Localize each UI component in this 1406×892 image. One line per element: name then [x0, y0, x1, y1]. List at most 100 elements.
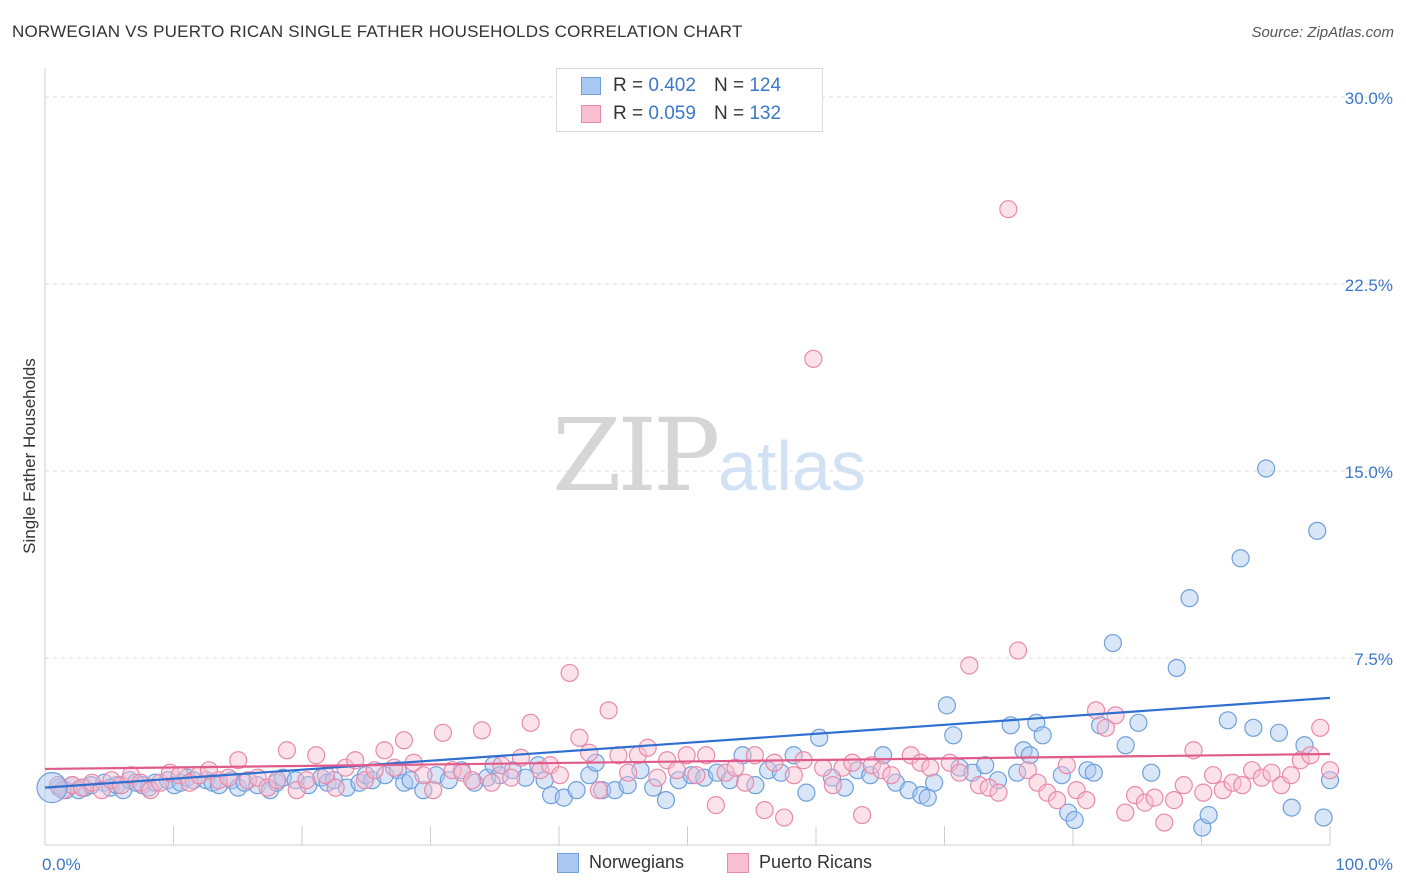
puerto-rican-trend-line: [44, 752, 1331, 771]
puerto-rican-point: [1213, 781, 1232, 800]
y-tick-label: 30.0%: [1345, 89, 1393, 108]
puerto-rican-point: [463, 771, 482, 790]
puerto-rican-point: [229, 751, 248, 770]
puerto-rican-point: [73, 778, 92, 797]
puerto-rican-point: [297, 771, 316, 790]
puerto-rican-point: [745, 746, 764, 765]
puerto-rican-point: [277, 741, 297, 760]
puerto-rican-point: [1008, 641, 1028, 660]
puerto-rican-point: [550, 766, 570, 785]
norwegian-point: [1103, 633, 1123, 653]
legend-n-value: 132: [749, 103, 782, 124]
puerto-rican-point: [326, 778, 345, 797]
series-swatch-norwegians: [557, 852, 579, 873]
puerto-rican-point: [872, 761, 891, 780]
puerto-rican-point: [1174, 776, 1193, 795]
norwegian-point: [1142, 763, 1161, 782]
norwegian-point: [644, 778, 663, 797]
legend-swatch-norwegians: [581, 77, 601, 95]
norwegian-point: [1020, 746, 1040, 765]
legend-row-puerto-ricans: R = 0.059 N = 132: [581, 102, 781, 126]
puerto-rican-point: [131, 773, 150, 792]
puerto-rican-point: [219, 768, 238, 787]
legend-n-label: N =: [713, 103, 745, 124]
norwegian-point: [1065, 810, 1084, 830]
puerto-rican-point: [813, 758, 833, 777]
chart-title: NORWEGIAN VS PUERTO RICAN SINGLE FATHER …: [12, 22, 743, 41]
data-points: [36, 200, 1340, 837]
puerto-rican-point: [775, 808, 794, 827]
norwegian-point: [516, 768, 535, 787]
norwegian-point: [1282, 798, 1301, 817]
puerto-rican-point: [589, 781, 608, 800]
puerto-rican-point: [1233, 776, 1252, 795]
series-legend-puerto-ricans: Puerto Ricans: [727, 852, 872, 873]
puerto-rican-point: [1077, 791, 1096, 810]
norwegian-trend-line: [44, 696, 1331, 789]
puerto-rican-point: [1281, 766, 1301, 785]
legend-r-value: 0.402: [648, 75, 696, 96]
puerto-rican-point: [960, 656, 979, 675]
puerto-rican-point: [560, 663, 579, 683]
puerto-rican-point: [1155, 813, 1174, 832]
norwegian-point: [835, 778, 854, 797]
norwegian-point: [797, 783, 816, 802]
y-tick-label: 7.5%: [1354, 650, 1393, 669]
norwegian-point: [810, 728, 829, 747]
puerto-rican-point: [531, 761, 550, 780]
puerto-rican-point: [648, 768, 667, 787]
puerto-rican-point: [82, 773, 102, 792]
puerto-rican-point: [258, 778, 277, 797]
norwegian-point: [260, 781, 280, 800]
puerto-rican-point: [1047, 791, 1067, 810]
norwegian-point: [976, 756, 995, 775]
norwegian-point: [1084, 763, 1103, 782]
y-tick-label: 22.5%: [1345, 276, 1393, 295]
tick-labels: 7.5% 15.0% 22.5% 30.0% 0.0% 100.0%: [42, 89, 1393, 874]
puerto-rican-point: [989, 783, 1008, 802]
puerto-rican-point: [599, 701, 618, 720]
puerto-rican-point: [1145, 788, 1164, 807]
puerto-rican-point: [921, 758, 940, 777]
puerto-rican-point: [882, 766, 901, 785]
puerto-rican-point: [1311, 718, 1330, 737]
norwegian-point: [937, 696, 957, 715]
norwegian-point: [1180, 589, 1199, 608]
puerto-rican-point: [999, 200, 1018, 219]
puerto-rican-point: [502, 768, 521, 787]
x-tick-label: 100.0%: [1335, 855, 1393, 874]
puerto-rican-point: [141, 781, 160, 800]
puerto-rican-point: [1252, 768, 1271, 787]
puerto-rican-point: [697, 746, 716, 765]
series-label-norwegians: Norwegians: [589, 852, 685, 872]
puerto-rican-point: [1291, 751, 1310, 770]
puerto-rican-point: [736, 773, 755, 792]
puerto-rican-point: [1164, 791, 1184, 810]
norwegian-point: [656, 791, 676, 810]
y-axis-label: Single Father Households: [20, 358, 39, 554]
norwegian-point: [1314, 808, 1333, 827]
puerto-rican-point: [784, 766, 803, 785]
puerto-rican-point: [102, 771, 121, 790]
puerto-rican-point: [121, 766, 141, 785]
puerto-rican-point: [414, 766, 433, 785]
puerto-rican-point: [1320, 761, 1340, 780]
legend-r-value: 0.059: [648, 103, 696, 124]
norwegian-point: [414, 781, 433, 800]
puerto-rican-point: [687, 766, 706, 785]
norwegian-point: [1167, 658, 1186, 678]
puerto-rican-point: [1106, 706, 1125, 725]
y-tick-label: 15.0%: [1345, 463, 1393, 482]
series-swatch-puerto-ricans: [727, 852, 749, 873]
puerto-rican-point: [394, 731, 414, 750]
puerto-rican-point: [1116, 803, 1135, 822]
puerto-rican-point: [1203, 766, 1223, 785]
puerto-rican-point: [1242, 761, 1262, 780]
puerto-rican-point: [765, 753, 784, 772]
puerto-rican-point: [862, 756, 881, 775]
x-tick-label: 0.0%: [42, 855, 81, 874]
correlation-legend: R = 0.402 N = 124 R = 0.059 N = 132: [556, 68, 823, 132]
norwegian-point: [1059, 803, 1078, 822]
legend-row-norwegians: R = 0.402 N = 124: [581, 74, 781, 98]
legend-r-label: R =: [613, 75, 644, 96]
